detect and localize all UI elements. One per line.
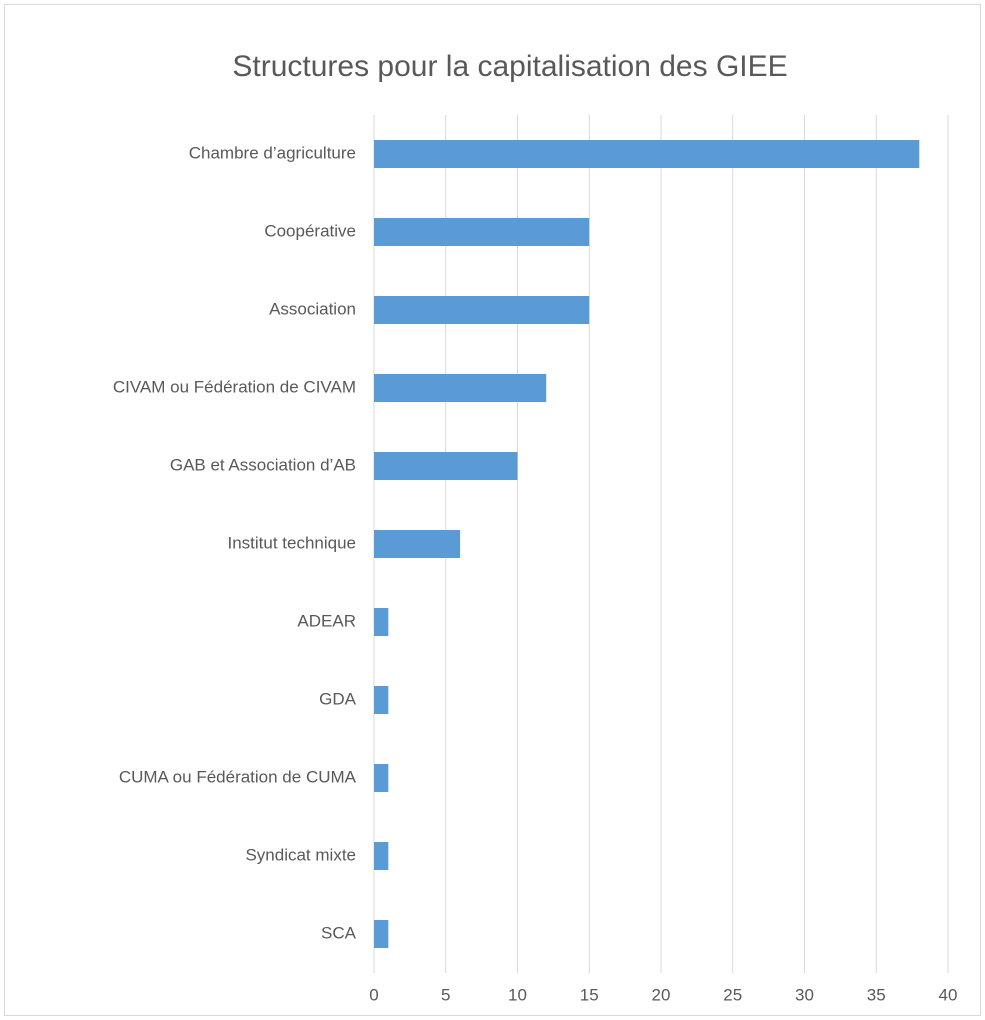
bar xyxy=(374,452,518,480)
x-tick-label: 15 xyxy=(580,985,599,1004)
bar xyxy=(374,218,590,246)
y-tick-label: Chambre d’agriculture xyxy=(189,143,356,162)
bar xyxy=(374,764,389,792)
bar xyxy=(374,374,547,402)
x-tick-label: 5 xyxy=(441,985,450,1004)
bar xyxy=(374,296,590,324)
y-tick-label: GAB et Association d’AB xyxy=(170,455,356,474)
chart-border xyxy=(4,4,981,1016)
x-tick-label: 30 xyxy=(795,985,814,1004)
x-tick-label: 0 xyxy=(369,985,378,1004)
bar xyxy=(374,140,920,168)
x-tick-label: 20 xyxy=(652,985,671,1004)
y-tick-label: Association xyxy=(269,299,356,318)
y-tick-label: CUMA ou Fédération de CUMA xyxy=(119,767,357,786)
x-tick-label: 35 xyxy=(867,985,886,1004)
y-tick-label: Institut technique xyxy=(227,533,356,552)
bar xyxy=(374,842,389,870)
x-tick-label: 40 xyxy=(939,985,958,1004)
x-tick-label: 10 xyxy=(508,985,527,1004)
bar xyxy=(374,686,389,714)
x-tick-label: 25 xyxy=(723,985,742,1004)
bar xyxy=(374,920,389,948)
bar xyxy=(374,608,389,636)
y-tick-label: SCA xyxy=(321,923,357,942)
chart-title: Structures pour la capitalisation des GI… xyxy=(232,50,787,83)
y-tick-label: GDA xyxy=(319,689,357,708)
y-tick-label: CIVAM ou Fédération de CIVAM xyxy=(113,377,356,396)
y-tick-label: Syndicat mixte xyxy=(245,845,356,864)
y-tick-label: Coopérative xyxy=(264,221,356,240)
y-tick-label: ADEAR xyxy=(297,611,356,630)
bar xyxy=(374,530,461,558)
